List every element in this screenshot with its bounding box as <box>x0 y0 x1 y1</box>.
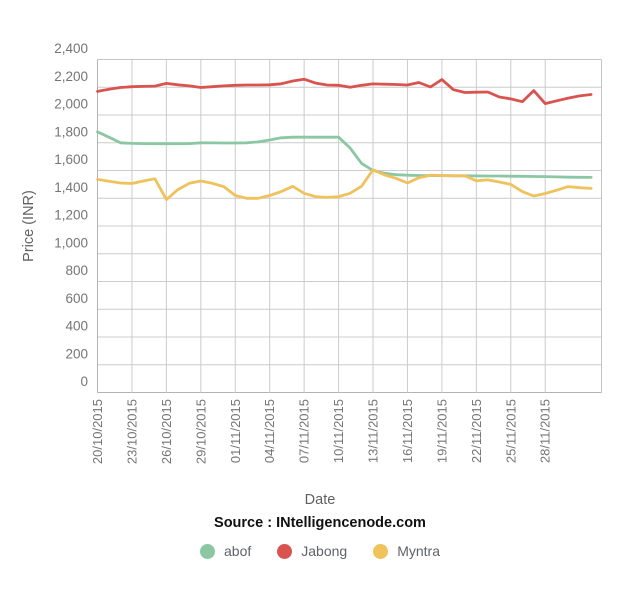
legend-label: Myntra <box>397 543 440 559</box>
x-tick-label: 04/11/2015 <box>262 399 277 463</box>
legend-label: abof <box>224 543 252 559</box>
y-tick-label: 1,800 <box>54 124 88 139</box>
x-tick-label: 25/11/2015 <box>503 399 518 463</box>
legend-item-jabong: Jabong <box>277 543 347 559</box>
y-tick-label: 200 <box>65 346 88 361</box>
legend-swatch-myntra <box>373 543 389 559</box>
y-axis-title: Price (INR) <box>21 190 37 262</box>
legend-item-abof: abof <box>200 543 251 559</box>
x-tick-label: 07/11/2015 <box>297 399 312 463</box>
chart-legend: abof Jabong Myntra <box>0 543 640 559</box>
legend-label: Jabong <box>301 543 348 559</box>
x-tick-label: 19/11/2015 <box>434 399 449 463</box>
x-tick-label: 20/10/2015 <box>90 399 105 464</box>
y-tick-label: 2,200 <box>54 69 88 84</box>
legend-swatch-jabong <box>277 543 293 559</box>
source-attribution: Source : INtelligencenode.com <box>214 515 426 531</box>
x-tick-label: 28/11/2015 <box>538 399 553 463</box>
x-tick-label: 29/10/2015 <box>193 399 208 464</box>
series-line-abof <box>96 130 593 179</box>
x-tick-label: 22/11/2015 <box>469 399 484 463</box>
x-tick-label: 10/11/2015 <box>331 399 346 463</box>
y-tick-label: 400 <box>65 319 88 334</box>
x-tick-label: 13/11/2015 <box>366 399 381 463</box>
y-tick-label: 600 <box>65 291 88 306</box>
x-tick-label: 26/10/2015 <box>159 399 174 464</box>
x-tick-label: 01/11/2015 <box>228 399 243 463</box>
y-tick-label: 2,400 <box>54 41 88 56</box>
x-tick-label: 16/11/2015 <box>400 399 415 463</box>
y-tick-label: 1,200 <box>54 208 88 223</box>
y-tick-label: 2,000 <box>54 97 88 112</box>
legend-swatch-abof <box>200 543 215 559</box>
y-tick-label: 1,000 <box>54 235 88 250</box>
y-tick-label: 1,600 <box>54 152 88 167</box>
x-axis-title: Date <box>304 492 336 508</box>
x-tick-label: 23/10/2015 <box>124 399 139 464</box>
y-tick-label: 800 <box>65 263 88 278</box>
series-line-jabong <box>96 77 593 105</box>
y-tick-label: 0 <box>80 374 88 389</box>
y-tick-label: 1,400 <box>54 180 88 195</box>
series-line-myntra <box>96 168 593 202</box>
legend-item-myntra: Myntra <box>373 543 440 559</box>
